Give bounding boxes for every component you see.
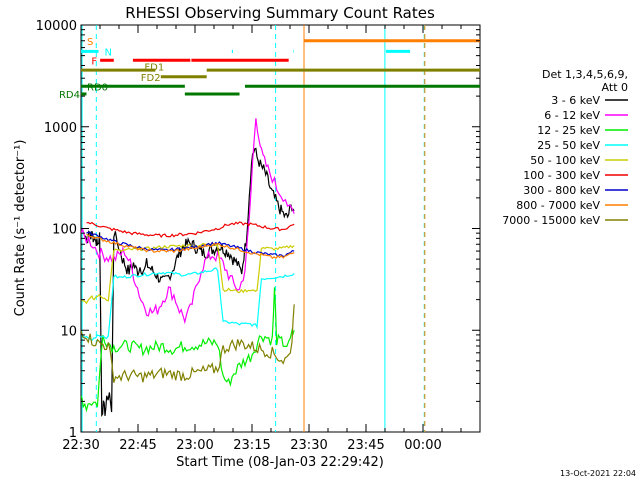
y-tick-label: 1000 (44, 121, 77, 136)
series-line-800-7000kev (86, 233, 295, 260)
legend-header-line-1: Det 1,3,4,5,6,9, (542, 68, 628, 81)
series-line-3-6kev (83, 147, 295, 418)
x-tick-label: 22:30 (62, 438, 99, 453)
render-timestamp: 13-Oct-2021 22:04 (560, 469, 636, 478)
legend-label: 300 - 800 keV (523, 184, 600, 197)
y-tick-label: 100 (52, 223, 77, 238)
flag-label-f: F (91, 56, 97, 67)
legend-label: 50 - 100 keV (530, 154, 600, 167)
legend-label: 6 - 12 keV (544, 109, 600, 122)
legend: Det 1,3,4,5,6,9, Att 0 3 - 6 keV 6 - 12 k… (502, 68, 628, 227)
x-tick-label: 23:00 (176, 438, 213, 453)
x-tick-label: 00:00 (404, 438, 441, 453)
x-tick-label: 22:45 (119, 438, 156, 453)
legend-label: 25 - 50 keV (537, 139, 600, 152)
y-tick-label: 1 (69, 426, 77, 441)
x-tick-label: 23:45 (347, 438, 384, 453)
series-line-12-25kev (81, 287, 295, 413)
y-tick-label: 10 (60, 324, 77, 339)
legend-label: 7000 - 15000 keV (502, 214, 600, 227)
legend-header-line-2: Att 0 (602, 81, 628, 94)
y-axis-label: Count Rate (s⁻¹ detector⁻¹) (13, 140, 28, 317)
legend-label: 3 - 6 keV (551, 94, 600, 107)
legend-label: 12 - 25 keV (537, 124, 600, 137)
x-tick-label: 23:15 (233, 438, 270, 453)
series-line-100-300kev (86, 221, 295, 239)
y-tick-label: 10000 (36, 19, 77, 34)
series-line-7000-15000kev (81, 304, 295, 383)
chart-title: RHESSI Observing Summary Count Rates (125, 4, 435, 22)
legend-label: 800 - 7000 keV (516, 199, 600, 212)
x-axis-label: Start Time (08-Jan-03 22:29:42) (176, 455, 384, 470)
series-line-6-12kev (81, 118, 295, 325)
flag-label-rd0: RD0 (87, 82, 108, 93)
flag-label-fd2: FD2 (141, 73, 161, 84)
flag-label-n: N (104, 47, 111, 58)
series-line-25-50kev (81, 267, 295, 342)
legend-label: 100 - 300 keV (523, 169, 600, 182)
flag-label-rd4: RD4 (59, 90, 80, 101)
flag-label-fd1: FD1 (144, 63, 164, 74)
flag-label-s: S (87, 37, 93, 48)
x-tick-label: 23:30 (290, 438, 327, 453)
